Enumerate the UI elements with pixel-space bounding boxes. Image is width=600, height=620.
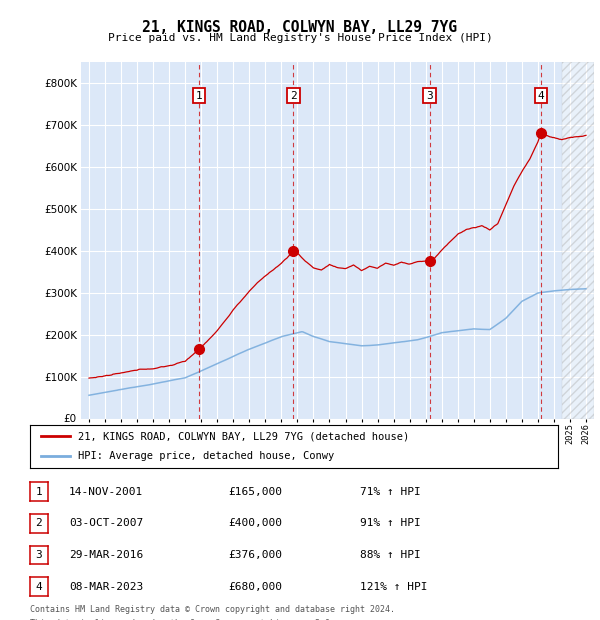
Text: £376,000: £376,000 xyxy=(228,550,282,560)
Text: 14-NOV-2001: 14-NOV-2001 xyxy=(69,487,143,497)
Text: Price paid vs. HM Land Registry's House Price Index (HPI): Price paid vs. HM Land Registry's House … xyxy=(107,33,493,43)
Text: £400,000: £400,000 xyxy=(228,518,282,528)
Text: £680,000: £680,000 xyxy=(228,582,282,591)
Text: HPI: Average price, detached house, Conwy: HPI: Average price, detached house, Conw… xyxy=(77,451,334,461)
Text: 08-MAR-2023: 08-MAR-2023 xyxy=(69,582,143,591)
Text: 4: 4 xyxy=(538,91,544,100)
Text: 03-OCT-2007: 03-OCT-2007 xyxy=(69,518,143,528)
Text: 71% ↑ HPI: 71% ↑ HPI xyxy=(360,487,421,497)
Text: 4: 4 xyxy=(35,582,43,591)
Text: 21, KINGS ROAD, COLWYN BAY, LL29 7YG: 21, KINGS ROAD, COLWYN BAY, LL29 7YG xyxy=(143,20,458,35)
Text: 3: 3 xyxy=(35,550,43,560)
Text: This data is licensed under the Open Government Licence v3.0.: This data is licensed under the Open Gov… xyxy=(30,619,335,620)
Bar xyxy=(562,62,594,419)
Text: 1: 1 xyxy=(196,91,203,100)
Text: 121% ↑ HPI: 121% ↑ HPI xyxy=(360,582,427,591)
Text: 21, KINGS ROAD, COLWYN BAY, LL29 7YG (detached house): 21, KINGS ROAD, COLWYN BAY, LL29 7YG (de… xyxy=(77,432,409,441)
Text: 91% ↑ HPI: 91% ↑ HPI xyxy=(360,518,421,528)
Text: 29-MAR-2016: 29-MAR-2016 xyxy=(69,550,143,560)
Text: 88% ↑ HPI: 88% ↑ HPI xyxy=(360,550,421,560)
Text: 1: 1 xyxy=(35,487,43,497)
Text: Contains HM Land Registry data © Crown copyright and database right 2024.: Contains HM Land Registry data © Crown c… xyxy=(30,605,395,614)
Text: 3: 3 xyxy=(426,91,433,100)
Text: £165,000: £165,000 xyxy=(228,487,282,497)
Text: 2: 2 xyxy=(35,518,43,528)
Text: 2: 2 xyxy=(290,91,297,100)
